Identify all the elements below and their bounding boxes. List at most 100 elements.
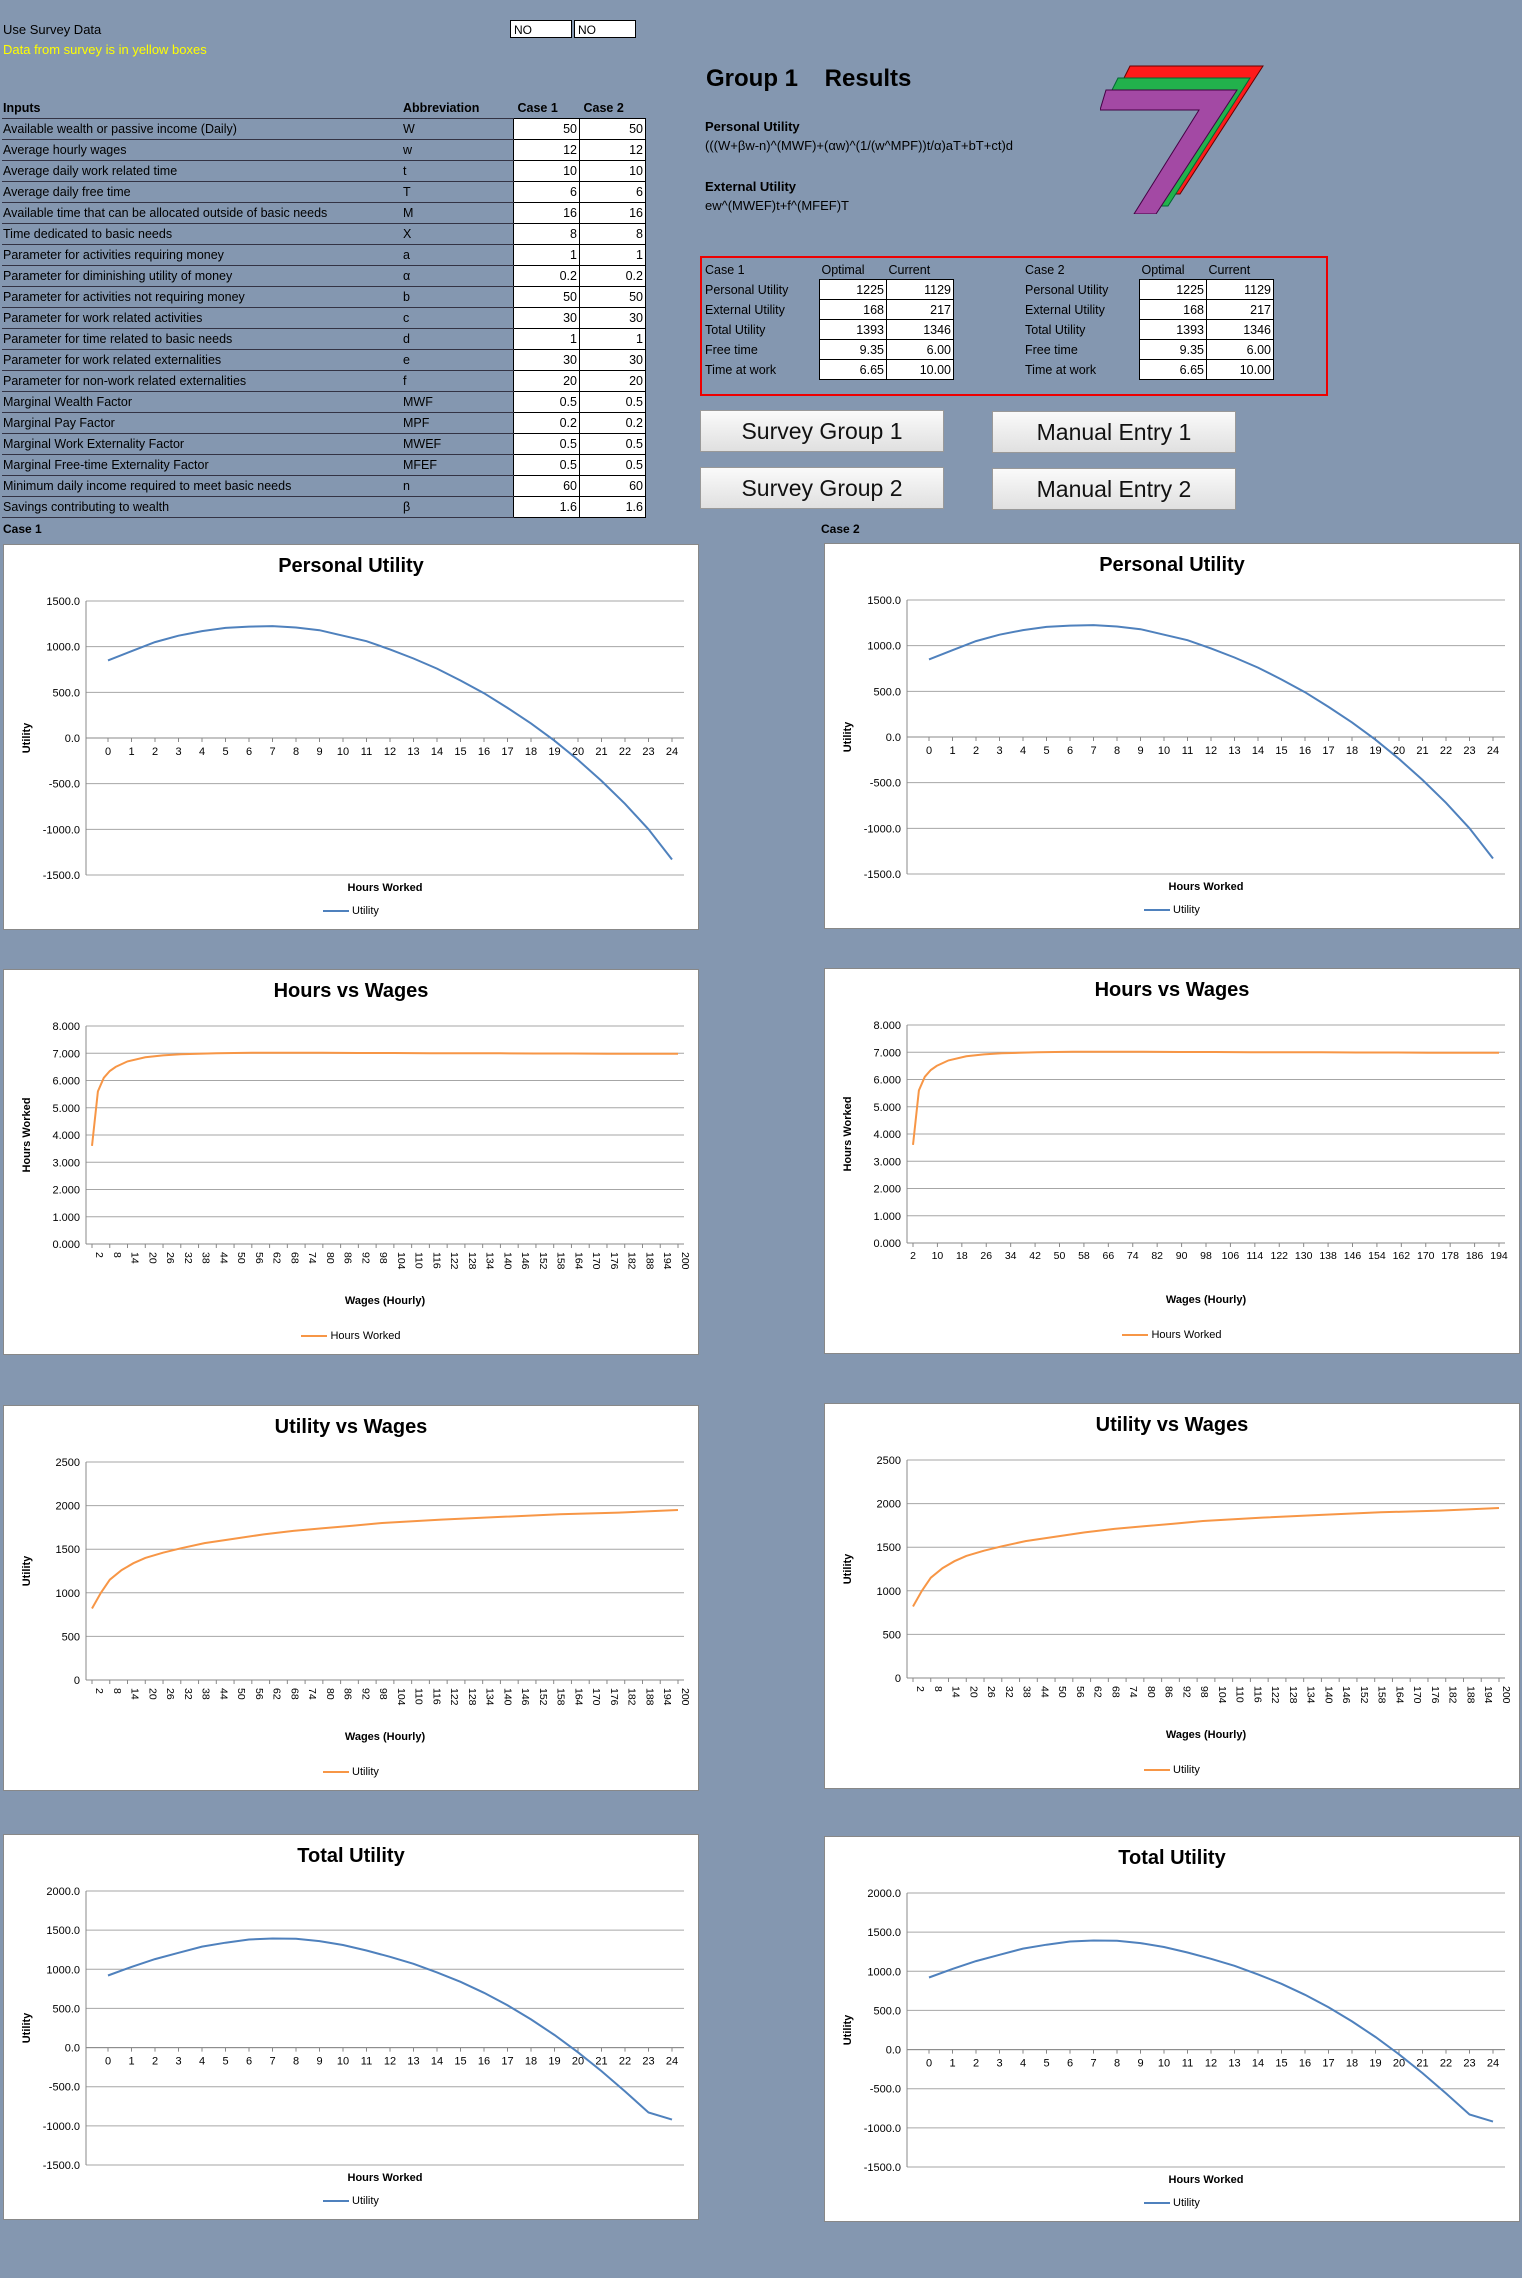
x-tick-label: 1 [949,745,955,757]
x-tick-label: 13 [407,746,419,758]
y-tick-label: -500.0 [49,779,80,791]
input-case2-value[interactable]: 50 [579,286,646,308]
input-case1-value[interactable]: 50 [513,286,580,308]
y-tick-label: 2.000 [52,1185,80,1197]
chart-plot: 2000.0 1500.0 1000.0 500.0 0.0 -500.0 -1000.0 -… [842,1888,1505,2186]
x-tick-label: 98 [1198,1686,1210,1698]
x-tick-label: 18 [956,1250,968,1262]
input-row: Average hourly wages w 12 12 [2,139,646,161]
input-case1-value[interactable]: 20 [513,370,580,392]
input-case1-value[interactable]: 1 [513,244,580,266]
input-case1-value[interactable]: 16 [513,202,580,224]
input-row: Parameter for diminishing utility of mon… [2,265,646,287]
input-case2-value[interactable]: 8 [579,223,646,245]
input-case2-value[interactable]: 0.5 [579,391,646,413]
x-tick-label: 110 [1234,1686,1246,1703]
input-case2-value[interactable]: 12 [579,139,646,161]
legend-label: Hours Worked [1151,1329,1222,1341]
input-case2-value[interactable]: 50 [579,118,646,140]
input-case2-value[interactable]: 0.5 [579,433,646,455]
x-tick-label: 15 [1275,2058,1287,2070]
input-row: Marginal Pay Factor MPF 0.2 0.2 [2,412,646,434]
input-name: Marginal Work Externality Factor [2,433,401,455]
x-tick-label: 19 [548,2056,560,2068]
input-case1-value[interactable]: 12 [513,139,580,161]
input-case1-value[interactable]: 10 [513,160,580,182]
input-row: Marginal Work Externality Factor MWEF 0.5 0… [2,433,646,455]
x-tick-label: 92 [359,1688,371,1700]
input-case2-value[interactable]: 0.2 [579,412,646,434]
y-tick-label: 3.000 [52,1157,80,1169]
input-case1-value[interactable]: 30 [513,307,580,329]
x-tick-label: 146 [1344,1250,1362,1262]
y-tick-label: 0 [74,1675,80,1687]
survey-case2-select[interactable]: NO [574,20,636,38]
input-name: Average daily work related time [2,160,401,182]
x-tick-label: 1 [949,2058,955,2070]
input-case2-value[interactable]: 1 [579,244,646,266]
input-case2-value[interactable]: 16 [579,202,646,224]
input-case2-value[interactable]: 60 [579,475,646,497]
x-tick-label: 16 [478,2056,490,2068]
input-row: Parameter for activities not requiring m… [2,286,646,308]
survey-group-1-button[interactable]: Survey Group 1 [700,410,944,452]
input-case1-value[interactable]: 0.5 [513,391,580,413]
input-case1-value[interactable]: 60 [513,475,580,497]
x-tick-label: 92 [1180,1686,1192,1698]
y-tick-label: 2000 [877,1499,901,1511]
input-case1-value[interactable]: 50 [513,118,580,140]
manual-entry-1-button[interactable]: Manual Entry 1 [992,411,1236,453]
x-tick-label: 9 [1137,2058,1143,2070]
x-tick-label: 164 [572,1252,584,1270]
input-case2-value[interactable]: 1.6 [579,496,646,518]
x-tick-label: 2 [973,2058,979,2070]
manual-entry-2-button[interactable]: Manual Entry 2 [992,468,1236,510]
input-row: Available wealth or passive income (Dail… [2,118,646,140]
results-row: Time at work 6.65 10.00 [1023,359,1274,380]
survey-group-2-button[interactable]: Survey Group 2 [700,467,944,509]
input-case2-value[interactable]: 0.5 [579,454,646,476]
survey-case1-select[interactable]: NO [510,20,572,38]
case2-results-table: Case 2 Optimal Current Personal Utility 1… [1023,260,1274,380]
input-case2-value[interactable]: 6 [579,181,646,203]
input-row: Marginal Free-time Externality Factor MFE… [2,454,646,476]
x-tick-label: 0 [105,746,111,758]
x-tick-label: 50 [235,1252,247,1264]
input-case2-value[interactable]: 20 [579,370,646,392]
input-case1-value[interactable]: 1.6 [513,496,580,518]
input-case1-value[interactable]: 6 [513,181,580,203]
input-case1-value[interactable]: 1 [513,328,580,350]
x-tick-label: 44 [1038,1686,1050,1698]
input-case1-value[interactable]: 0.2 [513,265,580,287]
y-tick-label: 7.000 [52,1048,80,1060]
input-case1-value[interactable]: 0.2 [513,412,580,434]
input-case1-value[interactable]: 0.5 [513,433,580,455]
x-tick-label: 110 [413,1252,425,1269]
y-tick-label: -1500.0 [864,869,901,881]
input-case1-value[interactable]: 30 [513,349,580,371]
x-tick-label: 8 [1114,745,1120,757]
x-tick-label: 14 [129,1252,141,1264]
input-case2-value[interactable]: 30 [579,349,646,371]
x-tick-label: 21 [1416,2058,1428,2070]
input-row: Parameter for work related activities c 30… [2,307,646,329]
input-case2-value[interactable]: 30 [579,307,646,329]
chart-legend: Utility [4,1766,698,1778]
x-tick-label: 11 [1182,745,1193,757]
result-name: External Utility [1025,302,1105,317]
x-tick-label: 13 [1228,2058,1240,2070]
x-tick-label: 14 [431,2056,443,2068]
input-case2-value[interactable]: 1 [579,328,646,350]
x-tick-label: 162 [1393,1250,1411,1262]
x-tick-label: 4 [199,2056,205,2068]
input-case2-value[interactable]: 0.2 [579,265,646,287]
input-case2-value[interactable]: 10 [579,160,646,182]
input-abbr: a [401,244,514,266]
input-case1-value[interactable]: 8 [513,223,580,245]
x-tick-label: 14 [950,1686,962,1698]
series-line [107,1937,673,2121]
x-tick-label: 178 [1441,1250,1459,1262]
x-tick-label: 24 [666,2056,678,2068]
x-axis-label: Hours Worked [348,2172,423,2184]
input-case1-value[interactable]: 0.5 [513,454,580,476]
